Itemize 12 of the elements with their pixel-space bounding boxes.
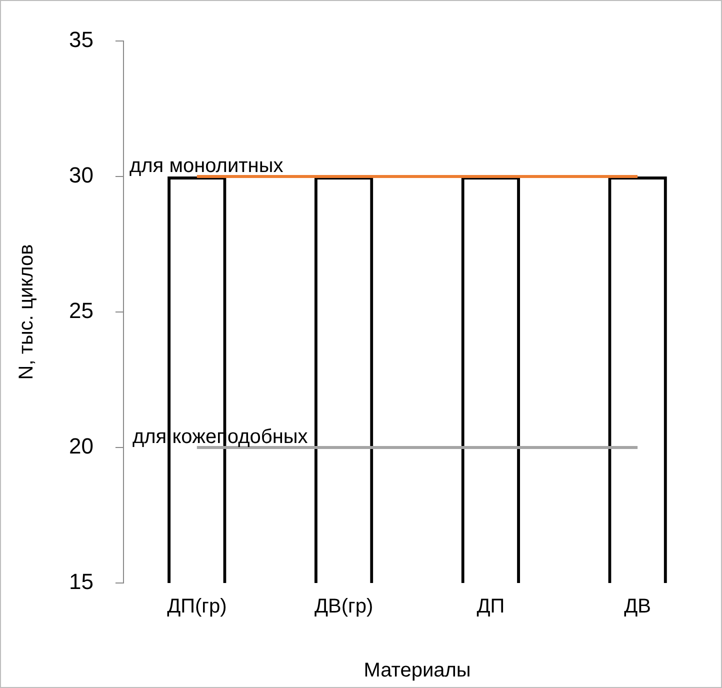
series-label: для монолитных xyxy=(129,155,284,178)
y-tick-label: 20 xyxy=(68,434,94,459)
y-tick-label: 15 xyxy=(68,569,94,594)
x-tick-label: ДП(гр) xyxy=(167,596,227,618)
y-tick-label: 25 xyxy=(68,298,94,324)
y-tick-label: 35 xyxy=(68,27,94,52)
x-axis-title: Материалы xyxy=(364,660,471,682)
x-tick-label: ДВ xyxy=(624,596,652,618)
x-tick-label: ДВ(гр) xyxy=(314,596,374,618)
y-tick-label: 30 xyxy=(68,162,94,188)
y-axis-title: N, тыс. циклов xyxy=(16,244,38,380)
x-tick-label: ДП xyxy=(476,596,505,618)
